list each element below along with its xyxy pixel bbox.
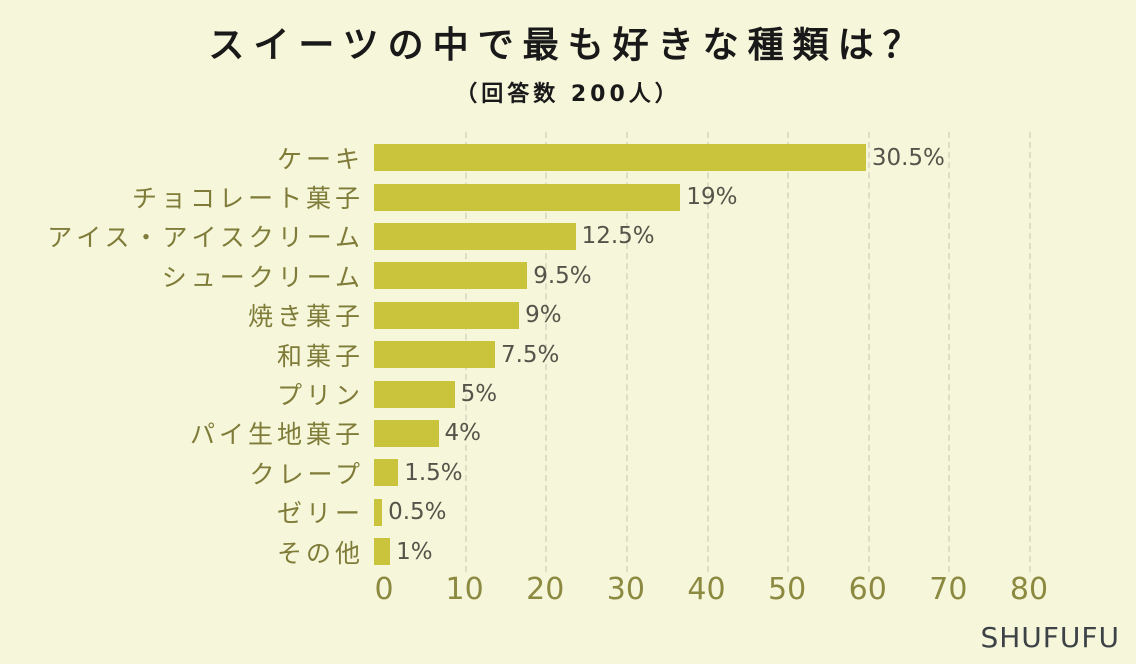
value-label: 5%: [460, 381, 498, 408]
bar: [374, 459, 399, 487]
bar-track: 5%: [374, 380, 1019, 408]
bar: [374, 262, 528, 290]
bar: [374, 301, 520, 329]
x-tick-label: 50: [768, 572, 807, 607]
bar-row: その他 1%: [0, 532, 1136, 571]
bar-row: ケーキ 30.5%: [0, 138, 1136, 177]
bar-row: シュークリーム 9.5%: [0, 256, 1136, 295]
gridline: [787, 132, 790, 572]
chart-title: スイーツの中で最も好きな種類は？: [208, 25, 928, 66]
x-tick-label: 60: [848, 572, 887, 607]
value-label: 12.5%: [581, 223, 655, 250]
x-tick-label: 40: [687, 572, 726, 607]
gridline: [948, 132, 951, 572]
value-label: 9.5%: [533, 262, 592, 289]
value-label: 7.5%: [500, 341, 560, 368]
category-label: 和菓子: [276, 341, 364, 371]
x-axis: 0 10 20 30 40 50 60 70 80: [374, 572, 1048, 612]
gridline: [1029, 132, 1031, 572]
gridline: [706, 132, 709, 572]
bar: [374, 380, 455, 408]
bar-rows: ケーキ 30.5% チョコレート菓子 19% アイス・アイスクリーム 12.5% シュークリ…: [0, 138, 1136, 571]
chart-subtitle: （回答数 200人）: [455, 82, 681, 107]
bar-track: 4%: [374, 419, 1019, 447]
gridline: [545, 132, 548, 572]
x-tick-label: 30: [606, 572, 645, 607]
bar-row: パイ生地菓子 4%: [0, 414, 1136, 453]
x-tick-label: 70: [929, 572, 968, 607]
gridline: [625, 132, 628, 572]
value-label: 30.5%: [871, 144, 945, 171]
value-label: 1%: [396, 538, 433, 565]
x-tick-label: 20: [526, 572, 565, 607]
category-label: プリン: [276, 381, 364, 411]
category-label: 焼き菓子: [247, 302, 364, 332]
category-label: ゼリー: [276, 499, 364, 529]
bar: [374, 498, 383, 526]
bar-track: 9%: [374, 301, 1019, 329]
bar-row: ゼリー 0.5%: [0, 493, 1136, 532]
value-label: 0.5%: [388, 499, 447, 526]
category-label: クレープ: [249, 459, 364, 489]
bar-track: 19%: [374, 183, 1019, 211]
bar-track: 0.5%: [374, 498, 1019, 526]
bar: [374, 341, 495, 369]
gridline: [867, 132, 870, 572]
bar: [374, 222, 576, 250]
bar-row: プリン 5%: [0, 374, 1136, 413]
bar-row: クレープ 1.5%: [0, 453, 1136, 492]
value-label: 19%: [686, 184, 738, 211]
bar-track: 30.5%: [374, 144, 1019, 172]
bar: [374, 144, 866, 172]
bar-track: 1.5%: [374, 459, 1019, 487]
category-label: その他: [276, 538, 364, 568]
category-label: シュークリーム: [161, 262, 364, 292]
bar-track: 9.5%: [374, 262, 1019, 290]
bar: [374, 183, 681, 211]
category-label: パイ生地菓子: [189, 420, 364, 450]
category-label: ケーキ: [276, 144, 364, 174]
x-tick-label: 0: [374, 572, 394, 607]
value-label: 9%: [525, 302, 562, 329]
bar-track: 12.5%: [374, 222, 1019, 250]
category-label: チョコレート菓子: [131, 184, 364, 214]
bar-track: 1%: [374, 538, 1019, 566]
bar: [374, 419, 439, 447]
value-label: 1.5%: [404, 459, 463, 486]
value-label: 4%: [444, 420, 482, 447]
bar-row: 焼き菓子 9%: [0, 296, 1136, 335]
bar-row: チョコレート菓子 19%: [0, 177, 1136, 216]
x-tick-label: 80: [1009, 572, 1049, 607]
bar-track: 7.5%: [374, 341, 1019, 369]
category-label: アイス・アイスクリーム: [47, 223, 364, 253]
bar-chart: ケーキ 30.5% チョコレート菓子 19% アイス・アイスクリーム 12.5% シュークリ…: [0, 132, 1136, 618]
brand-logo: SHUFUFU: [980, 621, 1120, 654]
bar: [374, 538, 391, 566]
x-tick-label: 10: [445, 572, 484, 607]
bar-row: アイス・アイスクリーム 12.5%: [0, 217, 1136, 256]
bar-row: 和菓子 7.5%: [0, 335, 1136, 374]
